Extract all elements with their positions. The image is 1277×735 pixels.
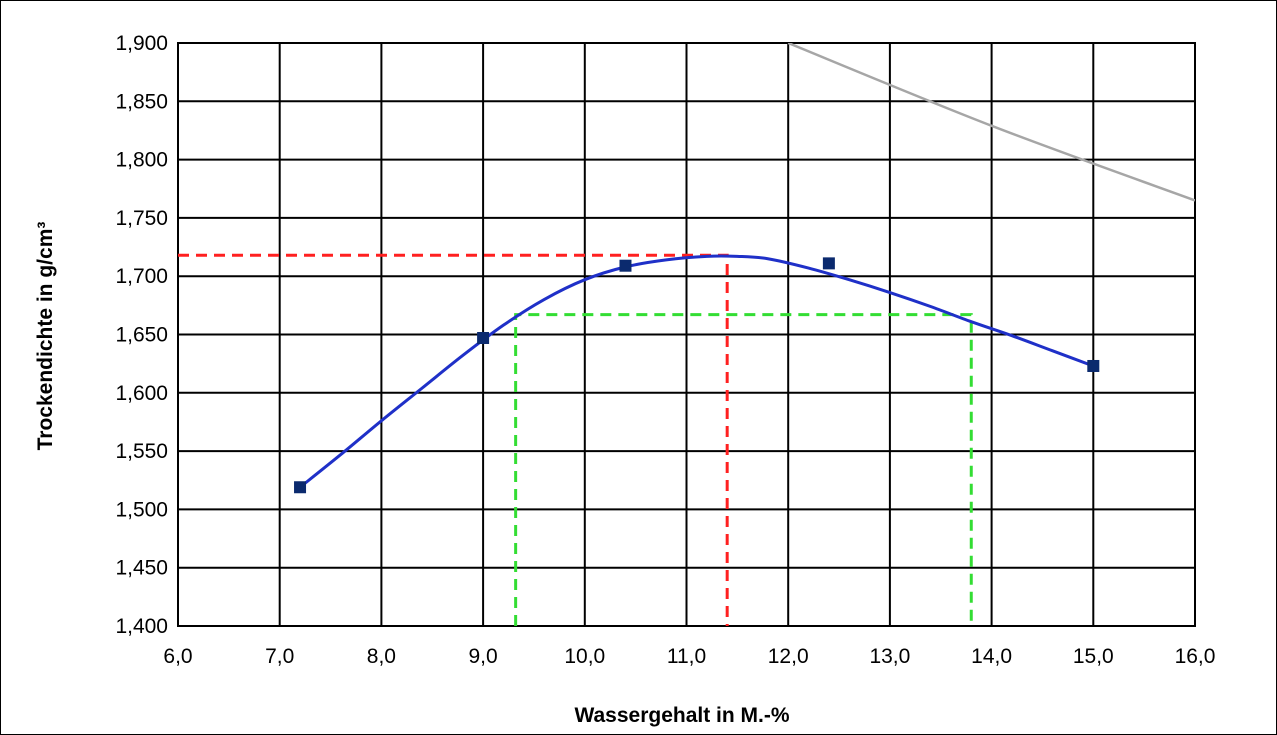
- y-tick-label: 1,450: [115, 557, 168, 580]
- y-tick-label: 1,700: [115, 265, 168, 288]
- x-tick-label: 7,0: [265, 645, 294, 668]
- grid: [178, 43, 1195, 626]
- y-tick-label: 1,900: [115, 32, 168, 55]
- y-tick-label: 1,550: [115, 440, 168, 463]
- data-point: [619, 260, 631, 272]
- x-axis-title: Wassergehalt in M.-%: [574, 704, 789, 727]
- y-tick-label: 1,500: [115, 498, 168, 521]
- annotations: [178, 255, 971, 626]
- x-tick-label: 6,0: [163, 645, 192, 668]
- y-tick-label: 1,800: [115, 149, 168, 172]
- x-tick-label: 16,0: [1175, 645, 1216, 668]
- x-tick-label: 13,0: [869, 645, 910, 668]
- y-tick-label: 1,850: [115, 90, 168, 113]
- y-tick-label: 1,750: [115, 207, 168, 230]
- y-tick-label: 1,650: [115, 324, 168, 347]
- data-point: [294, 481, 306, 493]
- data-point: [823, 257, 835, 269]
- x-tick-label: 12,0: [768, 645, 809, 668]
- optimum-guide-line: [178, 255, 727, 626]
- x-tick-label: 8,0: [367, 645, 396, 668]
- proctor-curve: [300, 256, 1093, 487]
- x-tick-label: 15,0: [1073, 645, 1114, 668]
- data-point: [477, 332, 489, 344]
- y-tick-label: 1,600: [115, 382, 168, 405]
- data-point: [1087, 360, 1099, 372]
- x-tick-label: 9,0: [468, 645, 497, 668]
- y-axis-title: Trockendichte in g/cm³: [34, 222, 57, 451]
- x-tick-label: 14,0: [971, 645, 1012, 668]
- series: [294, 43, 1195, 493]
- y-tick-label: 1,400: [115, 615, 168, 638]
- x-tick-label: 10,0: [564, 645, 605, 668]
- x-tick-label: 11,0: [667, 645, 706, 668]
